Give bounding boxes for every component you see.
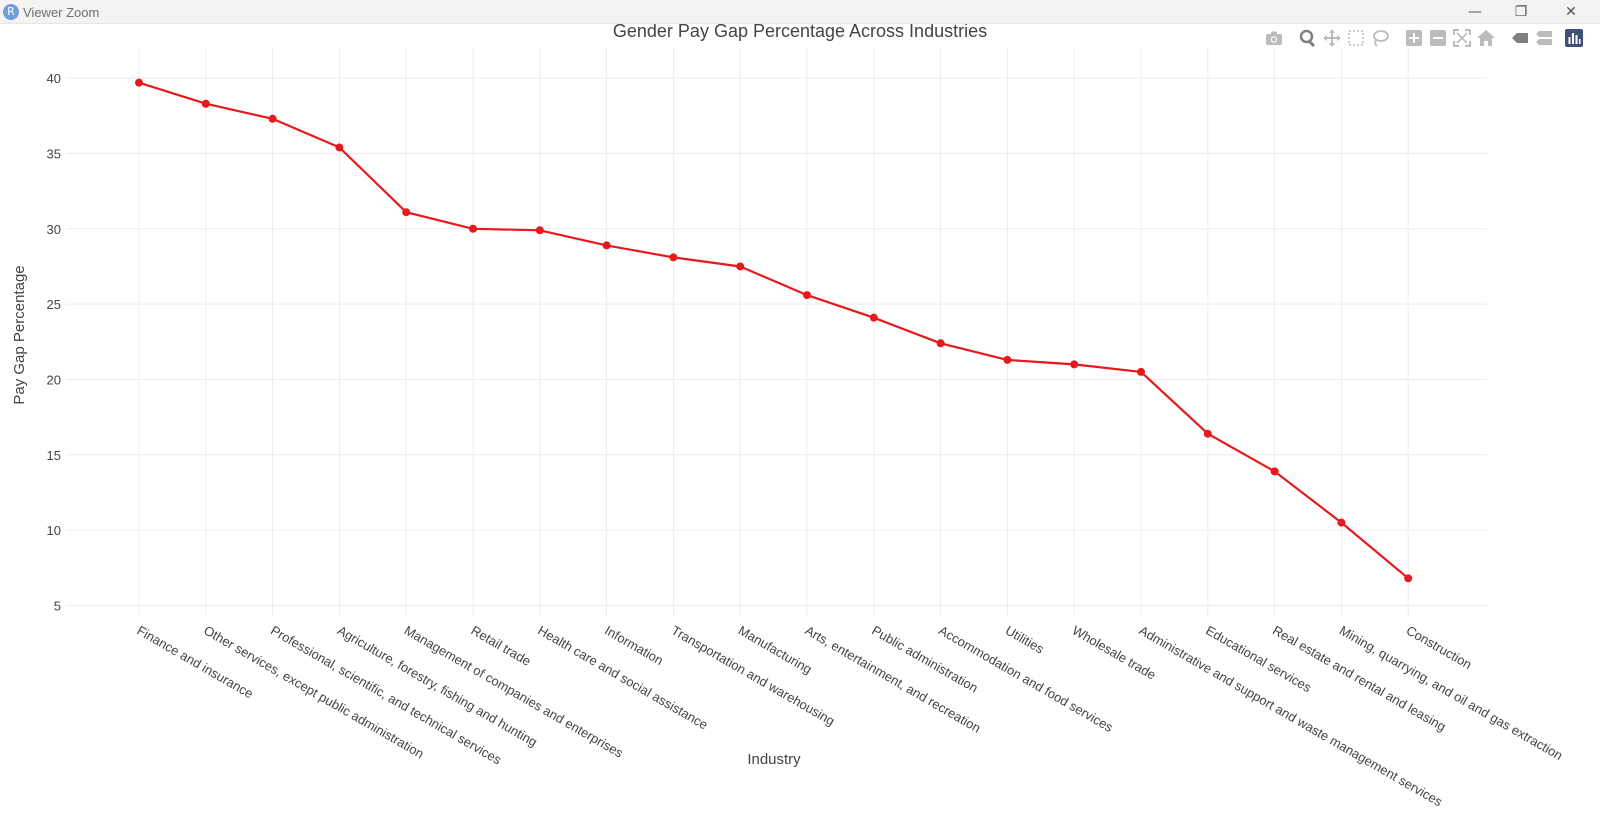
- data-point: [602, 241, 611, 250]
- restore-button[interactable]: ❐: [1514, 4, 1528, 20]
- zoom-out-icon[interactable]: [1428, 28, 1448, 48]
- x-tick-label: Finance and insurance: [135, 623, 256, 702]
- data-point: [803, 291, 811, 300]
- plot-modebar: [1264, 28, 1600, 48]
- hover-compare-icon[interactable]: [1534, 28, 1554, 48]
- lasso-icon[interactable]: [1370, 28, 1390, 48]
- y-tick-label: 15: [47, 448, 61, 463]
- y-tick-label: 25: [47, 297, 61, 312]
- window-title: Viewer Zoom: [23, 5, 100, 20]
- data-point: [1337, 518, 1346, 527]
- data-point: [736, 262, 745, 271]
- y-tick-label: 35: [47, 146, 61, 161]
- data-point: [936, 339, 945, 348]
- data-point: [1404, 574, 1413, 583]
- data-point: [1203, 429, 1212, 438]
- grid: [66, 48, 1487, 616]
- zoom-icon[interactable]: [1298, 28, 1318, 48]
- data-point: [201, 99, 210, 108]
- window-titlebar: R Viewer Zoom — ❐ ✕: [0, 0, 1600, 24]
- data-point: [268, 114, 277, 123]
- data-point: [1003, 355, 1012, 364]
- series-points: [135, 78, 1413, 583]
- pan-icon[interactable]: [1322, 28, 1342, 48]
- x-tick-label: Utilities: [1003, 623, 1047, 657]
- data-point: [469, 224, 477, 233]
- close-button[interactable]: ✕: [1565, 4, 1577, 20]
- x-tick-label: Administrative and support and waste man…: [1137, 623, 1446, 810]
- r-app-icon: R: [3, 4, 19, 20]
- y-tick-labels: 5 10 15 20 25 30 35 40: [47, 71, 61, 613]
- zoom-in-icon[interactable]: [1404, 28, 1424, 48]
- data-point: [1270, 467, 1279, 476]
- y-tick-label: 20: [47, 372, 61, 387]
- y-tick-label: 10: [47, 523, 61, 538]
- autoscale-icon[interactable]: [1452, 28, 1472, 48]
- chart-title: Gender Pay Gap Percentage Across Industr…: [613, 21, 987, 41]
- camera-icon[interactable]: [1264, 28, 1284, 48]
- data-point: [335, 143, 344, 152]
- data-point: [669, 253, 678, 262]
- reset-axes-icon[interactable]: [1476, 28, 1496, 48]
- hover-closest-icon[interactable]: [1510, 28, 1530, 48]
- data-point: [535, 226, 544, 235]
- x-axis-title: Industry: [747, 751, 801, 768]
- box-select-icon[interactable]: [1346, 28, 1366, 48]
- y-axis-title: Pay Gap Percentage: [11, 265, 28, 404]
- y-tick-label: 5: [54, 598, 61, 613]
- data-point: [869, 313, 878, 322]
- plotly-logo-icon[interactable]: [1564, 28, 1584, 48]
- minimize-button[interactable]: —: [1468, 4, 1482, 20]
- data-point: [1070, 360, 1079, 369]
- data-point: [402, 208, 411, 217]
- series-line: [138, 81, 1409, 580]
- y-tick-label: 40: [47, 71, 61, 86]
- data-point: [135, 78, 143, 87]
- y-tick-label: 30: [47, 222, 61, 237]
- data-point: [1137, 367, 1145, 376]
